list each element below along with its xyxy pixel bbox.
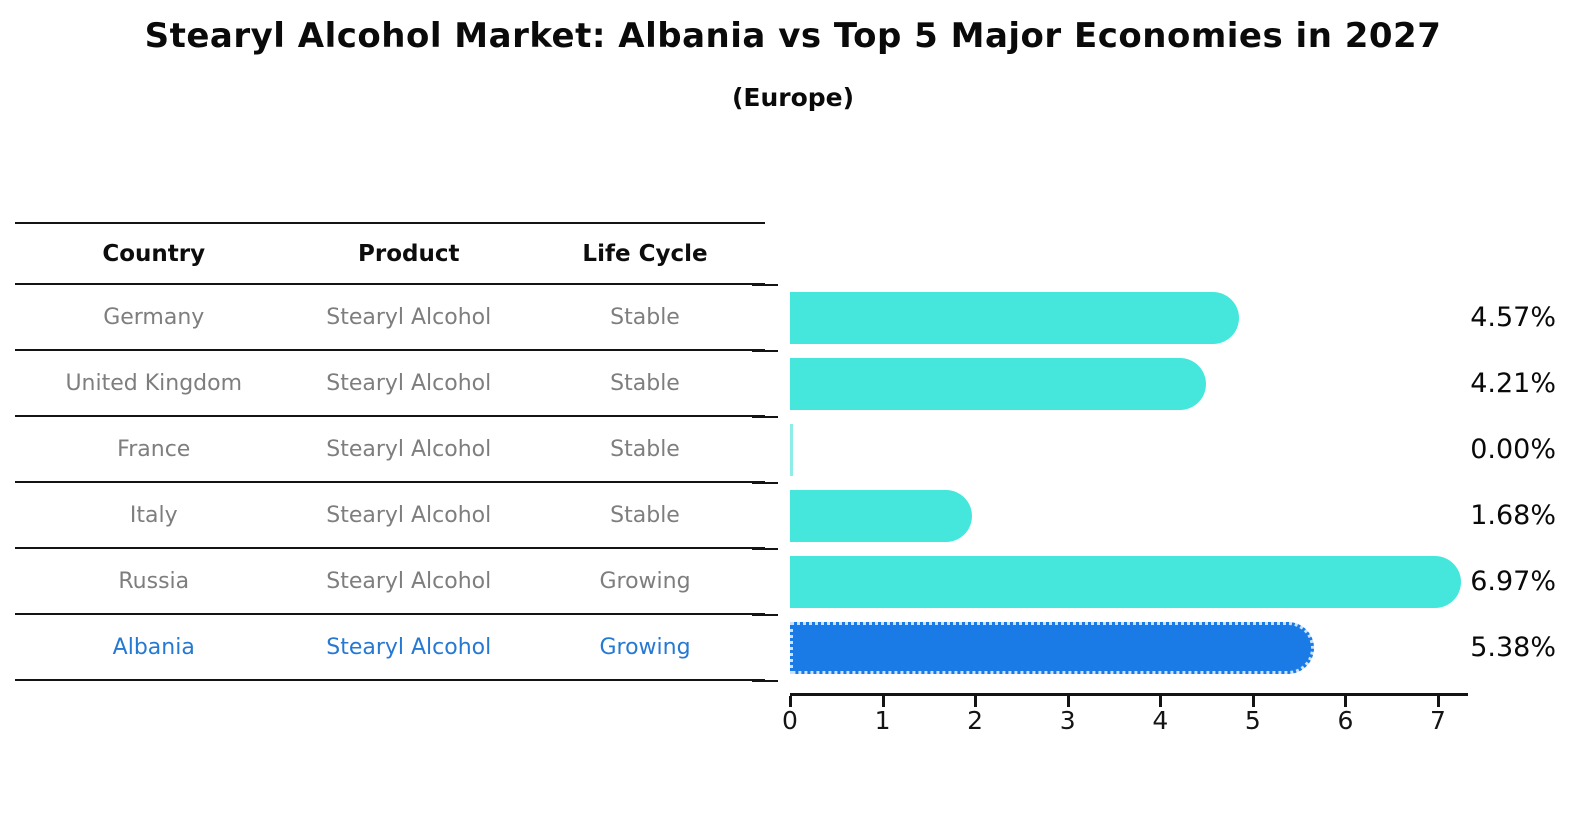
chart-subtitle: (Europe) [731,83,855,112]
cell-life-cycle: Growing [599,568,691,594]
bar-france [790,424,793,476]
value-label: 5.38% [1470,632,1556,663]
bar-germany [790,292,1240,344]
x-tick [1251,696,1255,707]
cell-life-cycle: Stable [610,304,680,330]
cell-life-cycle: Stable [610,502,680,528]
header-cell-product: Product [358,240,460,267]
x-tick-label: 1 [874,706,891,735]
table-row: France Stearyl Alcohol Stable [15,417,765,483]
x-tick [1436,696,1440,707]
cell-product: Stearyl Alcohol [326,634,492,660]
table-row: Russia Stearyl Alcohol Growing [15,549,765,615]
value-label: 1.68% [1470,500,1556,531]
x-tick [974,696,978,707]
x-tick-label: 3 [1059,706,1076,735]
x-tick-label: 6 [1337,706,1354,735]
x-tick [1159,696,1163,707]
bar-russia [790,556,1462,608]
bar-italy [790,490,972,542]
cell-country: Albania [112,634,195,660]
x-axis-spine [790,693,1468,696]
y-tick [752,350,778,352]
cell-life-cycle: Stable [610,370,680,396]
cell-country: Italy [129,502,178,528]
cell-life-cycle: Stable [610,436,680,462]
table-row: Albania Stearyl Alcohol Growing [15,615,765,681]
x-tick [1344,696,1348,707]
bar-albania [790,622,1315,674]
cell-product: Stearyl Alcohol [326,370,492,396]
x-tick-label: 0 [782,706,798,735]
cell-country: Russia [118,568,190,594]
value-label: 6.97% [1470,566,1556,597]
cell-product: Stearyl Alcohol [326,568,492,594]
x-tick [789,696,792,707]
header-cell-country: Country [102,240,206,267]
y-tick [752,680,778,682]
header-cell-life-cycle: Life Cycle [582,240,708,267]
cell-product: Stearyl Alcohol [326,304,492,330]
y-tick [752,284,778,286]
cell-life-cycle: Growing [599,634,691,660]
table-row: Germany Stearyl Alcohol Stable [15,285,765,351]
bar-united-kingdom [790,358,1206,410]
cell-country: United Kingdom [65,370,243,396]
y-tick [752,482,778,484]
x-tick-label: 4 [1152,706,1169,735]
cell-country: France [117,436,191,462]
value-label: 4.21% [1470,368,1556,399]
cell-product: Stearyl Alcohol [326,502,492,528]
y-tick [752,416,778,418]
value-label: 4.57% [1470,302,1556,333]
cell-country: Germany [103,304,205,330]
x-tick-label: 7 [1430,706,1446,735]
x-tick [881,696,885,707]
table-header-row: Country Product Life Cycle [15,222,765,285]
chart-title: Stearyl Alcohol Market: Albania vs Top 5… [144,16,1442,56]
value-label: 0.00% [1470,434,1556,465]
cell-product: Stearyl Alcohol [326,436,492,462]
table-row: United Kingdom Stearyl Alcohol Stable [15,351,765,417]
y-tick [752,614,778,616]
x-tick-label: 2 [967,706,984,735]
x-tick [1066,696,1070,707]
y-tick [752,548,778,550]
data-table: Country Product Life Cycle Germany Steary… [15,222,765,681]
table-row: Italy Stearyl Alcohol Stable [15,483,765,549]
x-tick-label: 5 [1244,706,1261,735]
